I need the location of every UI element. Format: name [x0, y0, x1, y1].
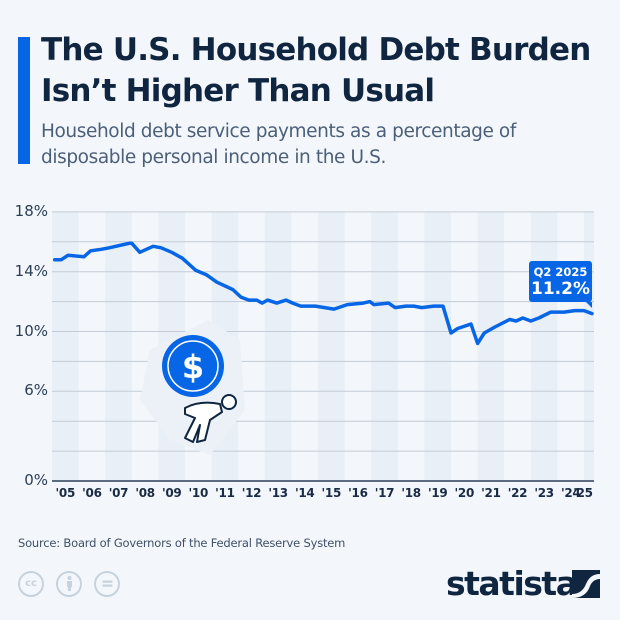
x-tick-label: '20 [454, 486, 475, 500]
x-tick-label: '06 [82, 486, 102, 500]
carrying-person-icon [184, 394, 237, 443]
title-accent-bar [18, 37, 30, 164]
dollar-coin-icon: $ [162, 335, 224, 397]
x-tick-label: '11 [215, 486, 235, 500]
x-tick-label: '19 [427, 486, 448, 500]
x-tick-label: '05 [55, 486, 76, 500]
debt-burden-illustration: $ [140, 320, 245, 455]
x-tick-label: '23 [534, 486, 554, 500]
statista-logo-icon[interactable] [572, 570, 600, 598]
x-tick-label: '22 [507, 486, 528, 500]
year-bands [52, 211, 594, 481]
svg-text:$: $ [182, 348, 204, 386]
chart-title: The U.S. Household Debt Burden Isn’t Hig… [41, 32, 591, 109]
x-tick-label: '12 [241, 486, 262, 500]
x-tick-label: '17 [374, 486, 395, 500]
y-tick-label: 14% [14, 261, 48, 280]
x-tick-label: '18 [401, 486, 421, 500]
x-tick-label: '09 [161, 486, 182, 500]
latest-value-callout: Q2 2025 11.2% [529, 261, 592, 308]
y-tick-label: 10% [14, 321, 48, 340]
x-tick-label: '07 [108, 486, 129, 500]
data-line [52, 241, 594, 346]
x-tick-label: '21 [481, 486, 501, 500]
statista-logo-text[interactable]: statista [446, 564, 578, 603]
cc-icon[interactable]: cc [18, 571, 44, 597]
x-tick-label: '13 [268, 486, 288, 500]
x-tick-label: '14 [294, 486, 315, 500]
x-tick-label: '25 [573, 486, 593, 500]
y-tick-label: 6% [24, 381, 48, 400]
attribution-icon[interactable] [56, 571, 82, 597]
x-tick-label: '16 [348, 486, 368, 500]
chart-subtitle: Household debt service payments as a per… [41, 121, 516, 168]
no-derivatives-icon[interactable] [94, 571, 120, 597]
callout-period: Q2 2025 [533, 265, 588, 279]
y-tick-label: 0% [24, 471, 48, 489]
callout-value: 11.2% [531, 279, 590, 299]
source-note: Source: Board of Governors of the Federa… [18, 536, 346, 550]
x-tick-label: '24 [560, 486, 581, 500]
y-tick-label: 18% [14, 201, 48, 220]
x-tick-label: '15 [321, 486, 342, 500]
x-tick-label: '10 [188, 486, 209, 500]
x-tick-label: '08 [135, 486, 155, 500]
